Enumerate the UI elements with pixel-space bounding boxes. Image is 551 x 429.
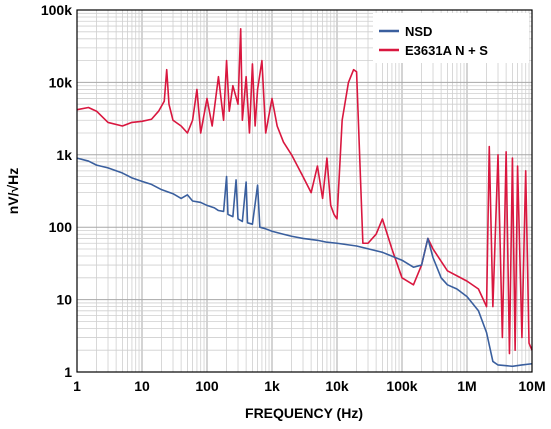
x-axis-title: FREQUENCY (Hz): [245, 405, 363, 421]
y-tick-label: 100k: [41, 2, 72, 18]
series-layer: [76, 28, 533, 368]
series-line-e3631a: [76, 28, 533, 355]
x-tick-label: 1M: [457, 378, 476, 394]
y-tick-label: 10: [56, 292, 72, 308]
grid: [76, 10, 532, 373]
x-tick-label: 1: [73, 378, 81, 394]
y-tick-labels: 1 10 100 1k 10k 100k: [41, 2, 72, 380]
y-tick-label: 1k: [56, 147, 72, 163]
plot-frame: [76, 9, 533, 373]
x-tick-label: 100: [195, 378, 219, 394]
x-tick-labels: 1 10 100 1k 10k 100k 1M 10M: [73, 378, 546, 394]
y-tick-label: 100: [49, 219, 73, 235]
x-tick-label: 100k: [386, 378, 417, 394]
x-tick-label: 1k: [264, 378, 280, 394]
legend-box: [373, 13, 529, 63]
legend-label-e3631a: E3631A N + S: [405, 43, 488, 58]
x-tick-label: 10: [134, 378, 150, 394]
y-tick-label: 1: [64, 364, 72, 380]
series-line-nsd: [76, 157, 533, 368]
y-axis-title: nV/√Hz: [5, 168, 21, 215]
y-tick-label: 10k: [49, 74, 73, 90]
legend: NSD E3631A N + S: [373, 13, 529, 63]
legend-label-nsd: NSD: [405, 24, 432, 39]
plot-area: [77, 10, 532, 372]
x-tick-label: 10k: [325, 378, 349, 394]
x-tick-label: 10M: [518, 378, 545, 394]
